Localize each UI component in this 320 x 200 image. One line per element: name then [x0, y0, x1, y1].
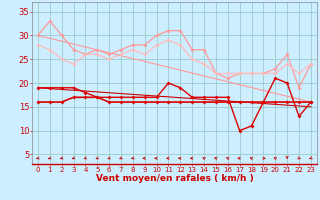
X-axis label: Vent moyen/en rafales ( km/h ): Vent moyen/en rafales ( km/h ): [96, 174, 253, 183]
